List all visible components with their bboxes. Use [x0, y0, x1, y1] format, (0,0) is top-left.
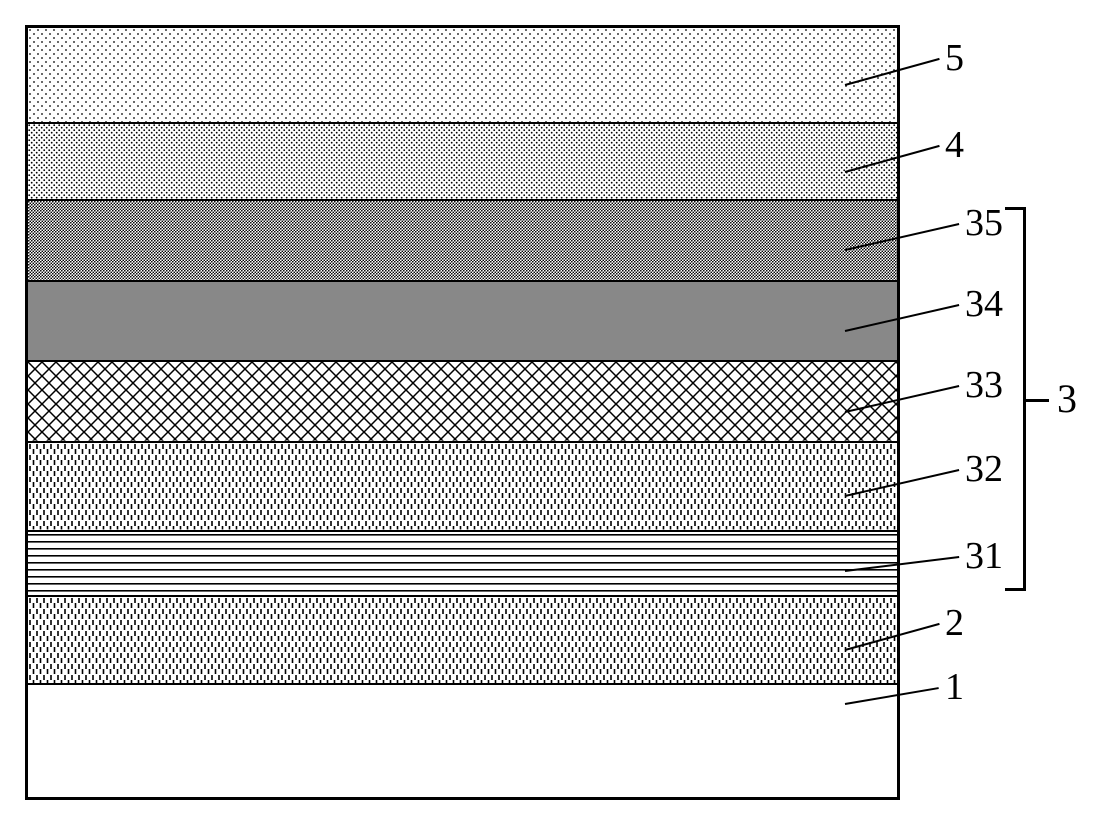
layer-35 [28, 201, 897, 282]
label-35: 35 [965, 201, 1003, 245]
bracket-top-tip [1005, 207, 1026, 210]
label-5: 5 [945, 36, 964, 80]
layer-33 [28, 362, 897, 443]
label-31: 31 [965, 534, 1003, 578]
label-32: 32 [965, 447, 1003, 491]
bracket-bottom-tip [1005, 588, 1026, 591]
bracket-label: 3 [1057, 375, 1077, 422]
label-1: 1 [945, 665, 964, 709]
layer-5 [28, 28, 897, 124]
label-2: 2 [945, 601, 964, 645]
layer-31 [28, 532, 897, 597]
label-4: 4 [945, 123, 964, 167]
bracket-mid-tick [1023, 399, 1049, 402]
label-33: 33 [965, 363, 1003, 407]
layer-34 [28, 282, 897, 363]
layer-32 [28, 443, 897, 531]
layer-2 [28, 597, 897, 685]
layer-4 [28, 124, 897, 201]
layer-stack [25, 25, 900, 800]
layer-diagram: 5 435 34 33 32 312 1 3 [20, 20, 1088, 805]
label-34: 34 [965, 282, 1003, 326]
layer-1 [28, 685, 897, 797]
